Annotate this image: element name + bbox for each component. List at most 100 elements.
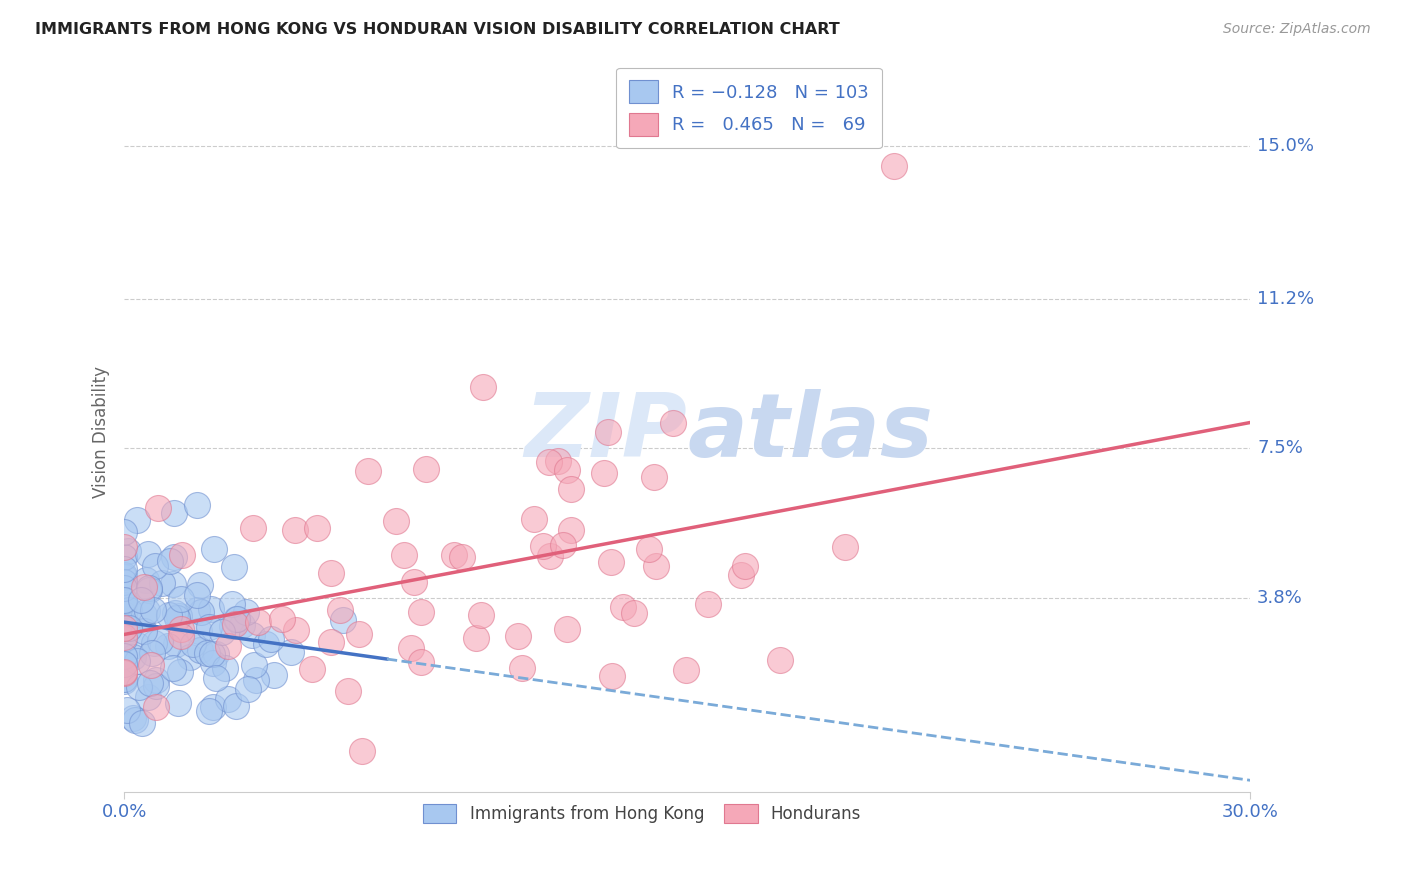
Point (139, 676, 162, 690)
Point (280, 645, 302, 659)
Point (122, 711, 145, 725)
Point (231, 618, 253, 632)
Point (112, 665, 135, 680)
Point (523, 512, 546, 526)
Point (112, 575, 135, 590)
Point (112, 657, 135, 672)
Point (205, 671, 228, 685)
Point (156, 639, 179, 653)
Point (472, 380, 495, 394)
Point (202, 699, 225, 714)
Point (225, 698, 247, 713)
Point (214, 660, 236, 674)
Point (190, 605, 212, 619)
Point (531, 539, 554, 553)
Point (596, 425, 619, 440)
Point (163, 506, 186, 520)
Point (675, 663, 697, 677)
Point (117, 544, 139, 558)
Point (202, 542, 225, 557)
Point (284, 523, 307, 537)
Point (592, 466, 614, 480)
Point (115, 703, 138, 717)
Point (124, 714, 146, 728)
Point (401, 640, 423, 655)
Point (560, 523, 582, 537)
Point (301, 662, 323, 676)
Point (165, 637, 187, 651)
Point (201, 647, 224, 661)
Point (347, 627, 370, 641)
Point (222, 560, 245, 574)
Point (150, 576, 173, 591)
Point (332, 613, 354, 627)
Point (465, 632, 488, 646)
Point (125, 513, 148, 527)
Point (112, 540, 135, 554)
Point (245, 673, 267, 688)
Text: atlas: atlas (688, 389, 934, 475)
Point (169, 665, 191, 679)
Point (149, 634, 172, 648)
Point (135, 574, 157, 588)
Point (200, 601, 222, 615)
Point (139, 657, 162, 672)
Point (284, 623, 307, 637)
Point (170, 591, 193, 606)
Point (112, 598, 135, 612)
Point (217, 691, 239, 706)
Point (112, 673, 135, 687)
Text: 3.8%: 3.8% (1257, 589, 1303, 607)
Point (112, 657, 135, 671)
Point (409, 605, 432, 619)
Point (112, 674, 135, 689)
Point (186, 588, 208, 602)
Point (142, 636, 165, 650)
Point (260, 632, 283, 646)
Point (270, 612, 292, 626)
Point (127, 638, 149, 652)
Point (166, 611, 188, 625)
Point (170, 629, 193, 643)
Point (600, 669, 623, 683)
Point (235, 605, 257, 619)
Point (198, 619, 221, 633)
Point (512, 661, 534, 675)
Point (384, 514, 406, 528)
Point (112, 550, 135, 565)
Point (319, 566, 342, 581)
Point (553, 538, 575, 552)
Point (167, 608, 190, 623)
Point (451, 549, 474, 564)
Point (201, 656, 224, 670)
Point (645, 559, 668, 574)
Point (170, 622, 193, 636)
Point (112, 570, 135, 584)
Point (188, 643, 211, 657)
Point (131, 592, 153, 607)
Point (305, 521, 328, 535)
Point (211, 625, 233, 640)
Point (112, 593, 135, 607)
Point (263, 668, 285, 682)
Point (142, 603, 165, 617)
Y-axis label: Vision Disability: Vision Disability (93, 367, 110, 499)
Point (143, 558, 166, 573)
Point (643, 470, 665, 484)
Point (883, 159, 905, 173)
Point (225, 612, 247, 626)
Point (112, 630, 135, 644)
Point (555, 463, 578, 477)
Point (415, 462, 437, 476)
Point (217, 639, 239, 653)
Point (112, 666, 135, 681)
Text: 15.0%: 15.0% (1257, 136, 1315, 154)
Point (197, 704, 219, 718)
Point (734, 558, 756, 573)
Point (141, 646, 163, 660)
Point (243, 658, 266, 673)
Point (162, 661, 184, 675)
Point (112, 561, 135, 575)
Point (506, 629, 529, 643)
Point (730, 568, 752, 582)
